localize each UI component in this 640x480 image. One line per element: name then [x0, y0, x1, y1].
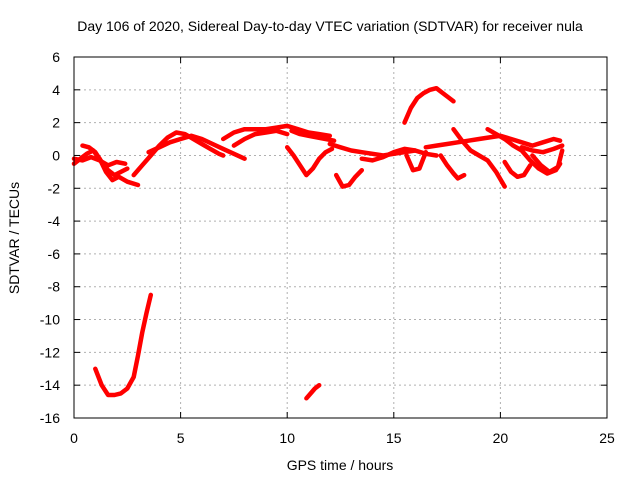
series-line-arc-8: [231, 128, 290, 148]
x-tick-label: 25: [599, 430, 615, 446]
x-axis-ticks: 0 5 10 15 20 25: [70, 57, 615, 446]
x-tick-label: 15: [386, 430, 402, 446]
y-tick-label: -12: [40, 344, 60, 360]
series-line-arc-22: [530, 148, 565, 175]
series-line-arc-4: [93, 292, 154, 398]
series-line-arc-10: [289, 128, 337, 143]
x-tick-label: 20: [493, 430, 509, 446]
series-line-arc-9: [284, 145, 335, 178]
data-series: [71, 85, 565, 401]
chart-title: Day 106 of 2020, Sidereal Day-to-day VTE…: [77, 18, 583, 34]
series-line-arc-13: [327, 141, 418, 158]
series-line-arc-15: [402, 85, 456, 125]
series-line-arc-6: [146, 133, 247, 161]
y-tick-label: -6: [48, 246, 61, 262]
series-line-arc-7: [220, 123, 333, 142]
x-axis-label: GPS time / hours: [287, 457, 394, 473]
y-tick-label: 2: [52, 115, 60, 131]
y-tick-label: -8: [48, 279, 61, 295]
series-line-arc-3: [71, 154, 128, 168]
plot-frame: [73, 56, 608, 419]
y-tick-label: 4: [52, 82, 60, 98]
series-line-arc-16: [404, 149, 429, 173]
x-tick-label: 5: [177, 430, 185, 446]
series-line-arc-23: [519, 143, 565, 155]
y-axis-ticks: -16 -14 -12 -10 -8 -6 -4 -2 0 2 4 6: [40, 49, 607, 426]
y-tick-label: -10: [40, 312, 60, 328]
y-tick-label: -4: [48, 213, 61, 229]
series-line-arc-21: [502, 159, 533, 180]
series-line-arc-5: [131, 130, 226, 178]
series-line-arc-12: [333, 167, 365, 189]
x-tick-label: 0: [70, 430, 78, 446]
series-line-arc-19: [451, 126, 507, 189]
y-tick-label: -2: [48, 180, 61, 196]
series-line-arc-11: [304, 382, 322, 401]
y-axis-label: SDTVAR / TECUs: [6, 182, 22, 294]
series-line-arc-2: [80, 143, 130, 178]
grid-lines: [74, 57, 607, 418]
y-tick-label: 6: [52, 49, 60, 65]
series-line-arc-17: [423, 133, 563, 150]
x-tick-label: 10: [279, 430, 295, 446]
y-tick-label: 0: [52, 147, 60, 163]
series-line-arc-18: [438, 153, 467, 181]
y-tick-label: -14: [40, 377, 60, 393]
y-tick-label: -16: [40, 410, 60, 426]
